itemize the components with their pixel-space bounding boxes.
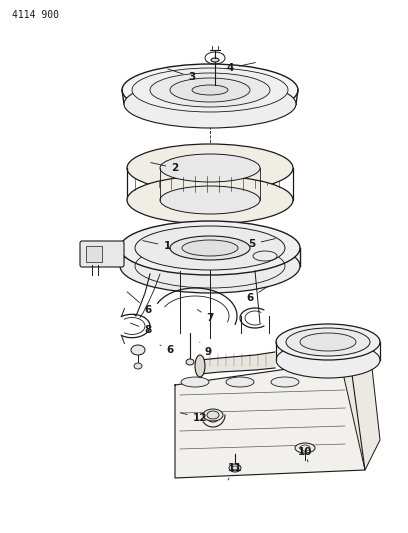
Ellipse shape (127, 144, 293, 192)
Ellipse shape (131, 345, 145, 355)
Ellipse shape (181, 377, 209, 387)
Polygon shape (175, 360, 365, 478)
Ellipse shape (211, 58, 219, 62)
Ellipse shape (276, 342, 380, 378)
Ellipse shape (122, 64, 298, 116)
Ellipse shape (124, 80, 296, 128)
Ellipse shape (295, 443, 315, 453)
Ellipse shape (207, 411, 219, 419)
Ellipse shape (127, 176, 293, 224)
Text: 11: 11 (228, 463, 242, 480)
Ellipse shape (134, 363, 142, 369)
Text: 1: 1 (143, 240, 171, 251)
Ellipse shape (120, 239, 300, 293)
Polygon shape (200, 352, 275, 374)
Ellipse shape (229, 464, 241, 472)
Text: 6: 6 (127, 292, 152, 315)
FancyBboxPatch shape (80, 241, 124, 267)
Ellipse shape (186, 359, 194, 365)
Text: 10: 10 (298, 447, 312, 462)
Ellipse shape (271, 377, 299, 387)
Ellipse shape (182, 240, 238, 256)
Ellipse shape (226, 377, 254, 387)
Text: 9: 9 (200, 342, 212, 357)
Text: 3: 3 (168, 69, 195, 82)
Ellipse shape (132, 68, 288, 112)
Ellipse shape (160, 186, 260, 214)
Text: 6: 6 (160, 345, 174, 355)
Ellipse shape (120, 221, 300, 275)
Text: 5: 5 (248, 239, 275, 249)
Text: 6: 6 (246, 287, 268, 303)
Ellipse shape (170, 78, 250, 102)
Ellipse shape (150, 73, 270, 107)
Text: 12: 12 (181, 413, 207, 423)
Polygon shape (340, 350, 380, 470)
Ellipse shape (195, 355, 205, 377)
Text: 7: 7 (197, 310, 214, 323)
Text: 8: 8 (131, 323, 152, 335)
Text: 4114 900: 4114 900 (12, 10, 59, 20)
Ellipse shape (300, 333, 356, 351)
Ellipse shape (160, 154, 260, 182)
Ellipse shape (170, 236, 250, 260)
Ellipse shape (203, 409, 223, 421)
Text: 4: 4 (226, 62, 255, 73)
Text: 2: 2 (151, 163, 179, 173)
Ellipse shape (286, 328, 370, 356)
Bar (86, 246, 102, 262)
Ellipse shape (276, 324, 380, 360)
Ellipse shape (135, 226, 285, 270)
Ellipse shape (192, 85, 228, 95)
